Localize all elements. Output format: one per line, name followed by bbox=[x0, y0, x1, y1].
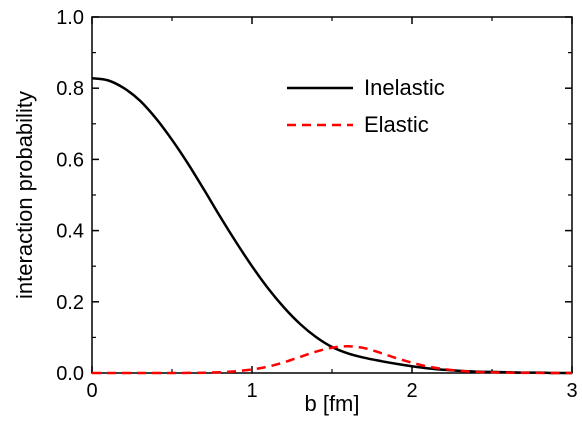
y-tick-label: 1.0 bbox=[56, 7, 84, 29]
plot-frame bbox=[91, 16, 573, 374]
series-layer bbox=[91, 76, 573, 375]
legend-label-elastic: Elastic bbox=[364, 112, 429, 137]
y-tick-label: 0.6 bbox=[56, 149, 84, 171]
y-tick-label: 0.4 bbox=[56, 221, 84, 243]
y-tick-label: 0.8 bbox=[56, 78, 84, 100]
series-line-elastic bbox=[92, 345, 573, 375]
x-axis: 0 1 2 3 bbox=[86, 17, 578, 402]
y-tick-label: 0.2 bbox=[56, 292, 84, 314]
legend: Inelastic Elastic bbox=[287, 75, 445, 137]
y-axis: 0.0 0.2 0.4 0.6 0.8 1.0 bbox=[56, 7, 572, 385]
series-line-inelastic bbox=[91, 76, 573, 375]
y-axis-title: interaction probability bbox=[12, 91, 37, 299]
x-axis-title: b [fm] bbox=[304, 391, 359, 416]
y-tick-label: 0.0 bbox=[56, 363, 84, 385]
x-tick-label: 2 bbox=[406, 380, 417, 402]
legend-label-inelastic: Inelastic bbox=[364, 75, 445, 100]
x-tick-label: 0 bbox=[86, 380, 97, 402]
plot-border bbox=[91, 16, 573, 374]
x-tick-label: 1 bbox=[246, 380, 257, 402]
x-tick-label: 3 bbox=[566, 380, 577, 402]
